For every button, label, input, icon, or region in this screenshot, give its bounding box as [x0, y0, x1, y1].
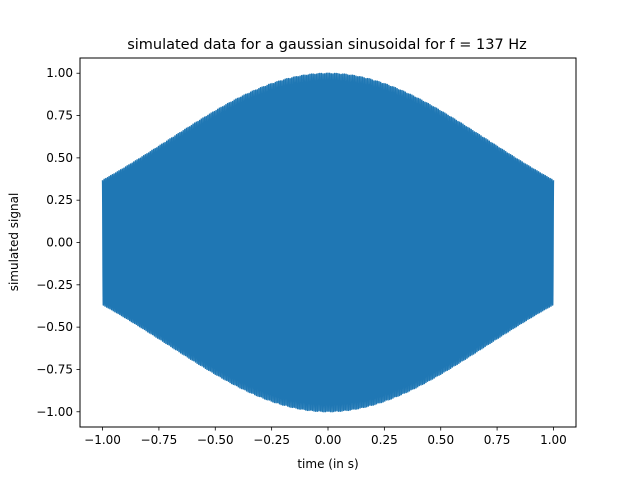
- y-tick-label: −0.50: [36, 320, 73, 334]
- x-tick-label: 0.00: [315, 433, 342, 447]
- y-tick-label: 0.75: [46, 109, 73, 123]
- x-tick-label: 0.50: [427, 433, 454, 447]
- y-axis-title: simulated signal: [7, 193, 21, 292]
- series-line: [101, 72, 555, 413]
- chart-title: simulated data for a gaussian sinusoidal…: [127, 37, 527, 53]
- y-tick-label: −1.00: [36, 405, 73, 419]
- y-axis: −1.00 −0.75 −0.50 −0.25 0.00 0.25 0.50 0.75 1.00: [36, 66, 80, 419]
- y-tick-label: −0.25: [36, 278, 73, 292]
- x-tick-label: −0.25: [253, 433, 290, 447]
- x-tick-label: −0.50: [197, 433, 234, 447]
- x-tick-label: −0.75: [141, 433, 178, 447]
- y-tick-label: −0.75: [36, 362, 73, 376]
- y-tick-label: 0.00: [46, 236, 73, 250]
- x-tick-label: 0.75: [484, 433, 511, 447]
- x-tick-label: 0.25: [371, 433, 398, 447]
- x-axis: −1.00 −0.75 −0.50 −0.25 0.00 0.25 0.50 0.75 1.00: [84, 427, 567, 447]
- x-tick-label: 1.00: [540, 433, 567, 447]
- x-tick-label: −1.00: [84, 433, 121, 447]
- y-tick-label: 0.50: [46, 151, 73, 165]
- x-axis-title: time (in s): [297, 457, 358, 471]
- y-tick-label: 0.25: [46, 193, 73, 207]
- plot-area: [101, 72, 555, 413]
- y-tick-label: 1.00: [46, 66, 73, 80]
